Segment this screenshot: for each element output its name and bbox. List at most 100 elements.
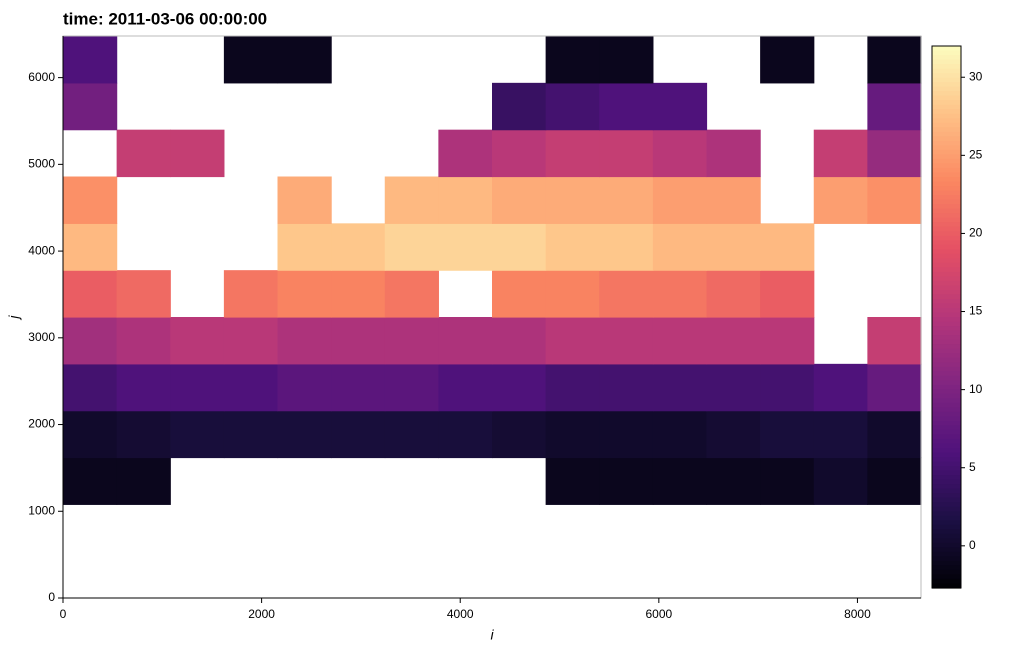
heatmap-cell xyxy=(116,129,171,178)
colorbar-tick-label: 10 xyxy=(969,382,983,396)
heatmap-cell xyxy=(331,410,386,459)
y-tick-label: 0 xyxy=(48,590,55,604)
colorbar-segment xyxy=(932,226,961,232)
colorbar-segment xyxy=(932,136,961,142)
colorbar-segment xyxy=(932,384,961,390)
colorbar-segment xyxy=(932,425,961,431)
heatmap-cell xyxy=(652,129,708,178)
heatmap-cell xyxy=(867,410,922,459)
x-tick-label: 8000 xyxy=(844,607,871,621)
colorbar-segment xyxy=(932,542,961,548)
colorbar-segment xyxy=(932,407,961,413)
heatmap-cell xyxy=(760,457,815,505)
heatmap-cell xyxy=(706,270,761,318)
heatmap-cell xyxy=(652,176,708,224)
heatmap-cell xyxy=(116,270,171,318)
colorbar-segment xyxy=(932,181,961,187)
heatmap-cell xyxy=(599,363,654,412)
heatmap-cell xyxy=(760,270,815,318)
heatmap-cell xyxy=(760,363,815,412)
colorbar-segment xyxy=(932,371,961,377)
colorbar-segment xyxy=(932,118,961,124)
heatmap-cell xyxy=(116,410,171,459)
colorbar-segment xyxy=(932,217,961,223)
colorbar-segment xyxy=(932,231,961,237)
heatmap-cell xyxy=(599,457,654,505)
heatmap-cell xyxy=(384,317,439,365)
colorbar-tick-label: 15 xyxy=(969,304,983,318)
colorbar-segment xyxy=(932,402,961,408)
colorbar-segment xyxy=(932,131,961,137)
colorbar-segment xyxy=(932,506,961,512)
colorbar-segment xyxy=(932,50,961,56)
colorbar-segment xyxy=(932,186,961,192)
colorbar-segment xyxy=(932,298,961,305)
y-axis-label: j xyxy=(6,315,22,321)
colorbar-tick-label: 30 xyxy=(969,69,983,83)
heatmap-cell xyxy=(223,363,279,412)
heatmap-cell xyxy=(223,317,279,365)
heatmap-cell xyxy=(599,129,654,178)
heatmap-cell xyxy=(706,457,761,505)
colorbar-segment xyxy=(932,438,961,445)
heatmap-cell xyxy=(384,410,439,459)
colorbar-segment xyxy=(932,547,961,553)
colorbar-segment xyxy=(932,497,961,503)
heatmap-cell xyxy=(867,129,922,178)
colorbar-segment xyxy=(932,411,961,417)
heatmap-cell xyxy=(706,129,761,178)
colorbar-segment xyxy=(932,303,961,309)
heatmap-cell xyxy=(384,176,439,224)
colorbar-segment xyxy=(932,64,961,70)
colorbar-segment xyxy=(932,213,961,219)
heatmap-cell xyxy=(867,176,922,224)
colorbar-segment xyxy=(932,339,961,345)
heatmap-cell xyxy=(706,410,761,459)
colorbar-segment xyxy=(932,479,961,485)
colorbar-segment xyxy=(932,204,961,210)
heatmap-cell xyxy=(331,223,386,271)
heatmap-cell xyxy=(760,223,815,271)
heatmap-cell xyxy=(223,270,279,318)
heatmap-cell xyxy=(760,36,815,84)
colorbar-segment xyxy=(932,262,961,268)
colorbar-segment xyxy=(932,55,961,61)
heatmap-cell xyxy=(706,223,761,271)
heatmap-cell xyxy=(116,363,171,412)
colorbar-segment xyxy=(932,100,961,106)
colorbar-segment xyxy=(932,538,961,544)
y-tick-label: 1000 xyxy=(28,503,55,517)
colorbar-segment xyxy=(932,457,961,463)
colorbar-segment xyxy=(932,375,961,381)
heatmap-cell xyxy=(384,270,439,318)
colorbar-segment xyxy=(932,167,961,174)
colorbar-segment xyxy=(932,560,961,567)
heatmap-cell xyxy=(599,82,654,131)
colorbar-segment xyxy=(932,353,961,359)
colorbar-segment xyxy=(932,208,961,214)
colorbar-segment xyxy=(932,258,961,264)
colorbar-segment xyxy=(932,127,961,133)
y-tick-label: 2000 xyxy=(28,417,55,431)
heatmap-cell xyxy=(867,317,922,365)
colorbar-tick-label: 20 xyxy=(969,226,983,240)
heatmap-cell xyxy=(545,457,600,505)
colorbar-segment xyxy=(932,335,961,341)
heatmap-cell xyxy=(599,410,654,459)
colorbar-segment xyxy=(932,389,961,395)
heatmap-cell xyxy=(170,410,225,459)
heatmap-cell xyxy=(63,317,118,365)
colorbar-segment xyxy=(932,493,961,499)
colorbar-segment xyxy=(932,91,961,97)
heatmap-cell xyxy=(170,363,225,412)
heatmap-cell xyxy=(813,410,868,459)
colorbar-segment xyxy=(932,380,961,386)
heatmap-cell xyxy=(277,36,332,84)
heatmap-cell xyxy=(223,36,279,84)
colorbar-segment xyxy=(932,357,961,363)
colorbar-segment xyxy=(932,280,961,286)
heatmap-cell xyxy=(492,82,547,131)
colorbar-segment xyxy=(932,46,961,52)
heatmap-cell xyxy=(384,223,439,271)
colorbar-segment xyxy=(932,515,961,521)
